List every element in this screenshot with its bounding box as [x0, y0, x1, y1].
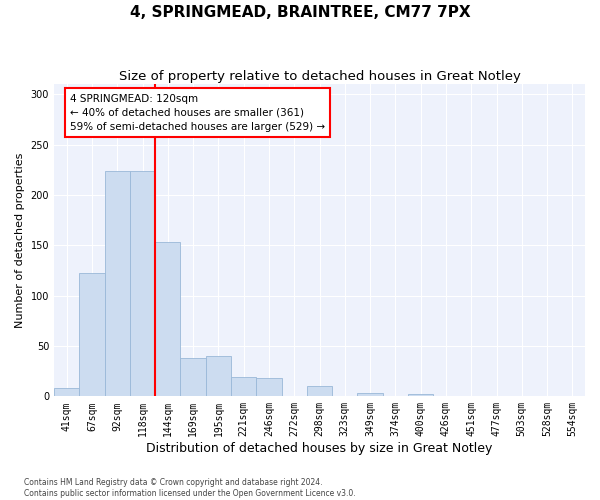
- X-axis label: Distribution of detached houses by size in Great Notley: Distribution of detached houses by size …: [146, 442, 493, 455]
- Bar: [256, 378, 281, 396]
- Bar: [358, 394, 383, 396]
- Y-axis label: Number of detached properties: Number of detached properties: [15, 152, 25, 328]
- Bar: [130, 171, 155, 396]
- Bar: [155, 242, 181, 396]
- Text: 4 SPRINGMEAD: 120sqm
← 40% of detached houses are smaller (361)
59% of semi-deta: 4 SPRINGMEAD: 120sqm ← 40% of detached h…: [70, 94, 325, 132]
- Title: Size of property relative to detached houses in Great Notley: Size of property relative to detached ho…: [119, 70, 520, 83]
- Bar: [104, 171, 130, 396]
- Bar: [408, 394, 433, 396]
- Bar: [206, 356, 231, 397]
- Bar: [79, 274, 104, 396]
- Text: 4, SPRINGMEAD, BRAINTREE, CM77 7PX: 4, SPRINGMEAD, BRAINTREE, CM77 7PX: [130, 5, 470, 20]
- Text: Contains HM Land Registry data © Crown copyright and database right 2024.
Contai: Contains HM Land Registry data © Crown c…: [24, 478, 356, 498]
- Bar: [231, 377, 256, 396]
- Bar: [181, 358, 206, 397]
- Bar: [307, 386, 332, 396]
- Bar: [54, 388, 79, 396]
